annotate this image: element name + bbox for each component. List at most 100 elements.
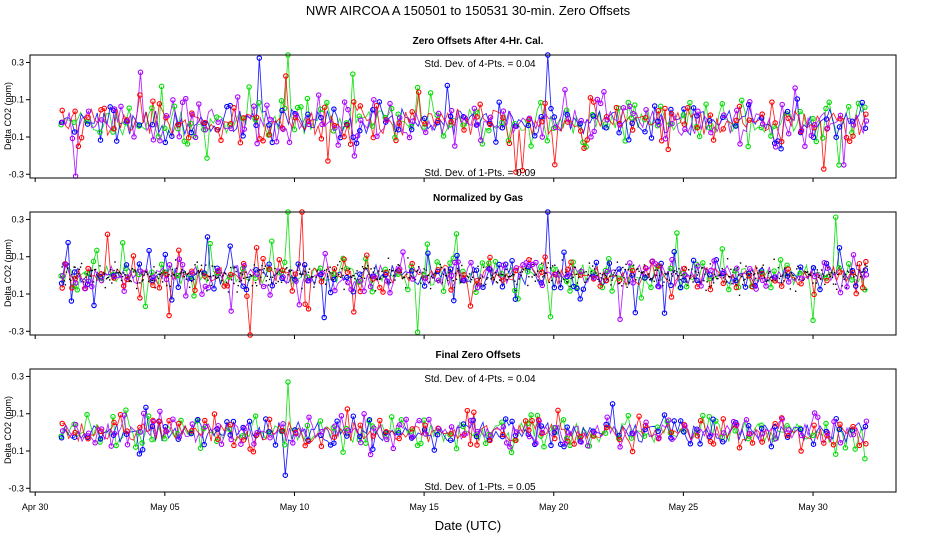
data-point-gas_3	[364, 252, 370, 258]
data-point-gas_4	[656, 435, 662, 441]
data-point-gas_3	[373, 102, 380, 109]
normalized-point	[356, 270, 358, 272]
normalized-point	[610, 284, 612, 286]
data-point-gas_3	[526, 257, 532, 263]
data-point-gas_1	[388, 105, 395, 112]
data-point-gas_4	[743, 417, 750, 423]
panel-3-yticks: -0.3-0.10.10.3	[8, 371, 30, 493]
data-point-gas_4	[111, 106, 118, 112]
data-point-gas_2	[603, 125, 609, 131]
data-point-gas_1	[162, 125, 168, 132]
data-point-gas_3	[289, 288, 296, 294]
data-point-gas_3	[192, 287, 198, 293]
data-point-gas_4	[785, 427, 792, 433]
data-point-gas_4	[539, 429, 546, 436]
normalized-point	[90, 269, 93, 272]
data-point-gas_1	[512, 287, 518, 294]
data-point-gas_2	[493, 139, 499, 145]
normalized-point	[340, 276, 342, 279]
data-point-gas_2	[395, 430, 402, 436]
data-point-gas_4	[89, 283, 95, 290]
data-point-gas_3	[522, 418, 529, 424]
data-point-gas_2	[240, 424, 246, 431]
data-point-gas_4	[293, 278, 299, 284]
normalized-point	[174, 259, 177, 261]
normalized-point	[533, 274, 536, 276]
normalized-point	[392, 269, 394, 272]
normalized-point	[132, 271, 135, 273]
data-point-gas_2	[97, 436, 104, 442]
normalized-point	[762, 264, 764, 266]
data-point-gas_4	[620, 105, 627, 111]
normalized-point	[127, 275, 129, 277]
normalized-point	[329, 266, 331, 268]
data-point-gas_4	[802, 143, 808, 150]
data-point-gas_4	[202, 423, 209, 430]
data-point-gas_1	[363, 256, 369, 262]
data-point-gas_3	[720, 280, 727, 287]
ytick-label: -0.3	[8, 483, 24, 493]
normalized-point	[706, 281, 708, 283]
normalized-point	[234, 266, 236, 269]
normalized-point	[428, 281, 431, 283]
normalized-point	[473, 271, 475, 273]
data-point-gas_4	[734, 107, 740, 114]
data-point-gas_4	[72, 280, 79, 286]
normalized-point	[820, 269, 823, 271]
data-point-gas_1	[369, 288, 376, 295]
normalized-point	[200, 264, 203, 267]
data-point-gas_1	[862, 455, 868, 462]
data-point-gas_1	[580, 139, 586, 146]
data-point-gas_3	[166, 312, 172, 319]
normalized-point	[442, 273, 445, 275]
normalized-point	[719, 274, 721, 277]
data-point-gas_4	[627, 260, 633, 266]
normalized-point	[155, 271, 157, 274]
data-point-gas_4	[260, 283, 267, 290]
normalized-point	[439, 263, 442, 266]
data-point-gas_3	[380, 289, 386, 295]
data-point-gas_4	[286, 139, 293, 146]
normalized-point	[527, 284, 529, 287]
normalized-point	[794, 290, 797, 292]
normalized-point	[779, 275, 782, 277]
data-point-gas_1	[204, 155, 210, 161]
normalized-point	[298, 263, 300, 265]
data-point-gas_3	[461, 272, 467, 278]
data-point-gas_4	[734, 265, 740, 271]
data-point-gas_4	[332, 125, 338, 131]
normalized-point	[185, 278, 188, 280]
data-point-gas_4	[251, 103, 257, 109]
data-point-gas_2	[431, 447, 438, 453]
ytick-label: -0.1	[8, 289, 24, 299]
data-point-gas_3	[240, 115, 247, 121]
data-point-gas_3	[837, 421, 843, 428]
normalized-point	[61, 266, 63, 268]
normalized-point	[567, 281, 569, 283]
data-point-gas_3	[409, 426, 415, 432]
data-point-gas_2	[797, 426, 804, 433]
normalized-point	[135, 287, 138, 290]
data-point-gas_1	[657, 103, 664, 110]
data-point-gas_2	[577, 121, 583, 127]
normalized-point	[667, 272, 669, 274]
data-point-gas_3	[785, 115, 791, 122]
data-point-gas_3	[513, 437, 519, 444]
data-point-gas_2	[496, 99, 502, 105]
normalized-point	[233, 282, 235, 285]
normalized-point	[505, 268, 507, 271]
data-point-gas_1	[648, 284, 654, 291]
data-point-gas_2	[836, 245, 843, 251]
data-point-gas_1	[706, 413, 713, 420]
data-point-gas_4	[85, 278, 92, 284]
data-point-gas_3	[772, 120, 778, 126]
normalized-point	[679, 278, 681, 281]
data-point-gas_1	[541, 443, 547, 450]
data-point-gas_3	[500, 431, 506, 438]
normalized-point	[376, 278, 379, 280]
data-point-gas_4	[811, 121, 818, 128]
data-point-gas_2	[408, 435, 415, 441]
data-point-gas_4	[319, 428, 325, 435]
data-point-gas_2	[266, 428, 272, 435]
normalized-point	[308, 268, 311, 270]
